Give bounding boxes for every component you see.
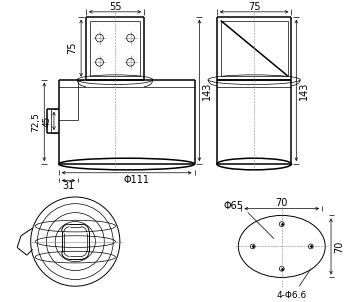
Text: 4-Φ6.6: 4-Φ6.6: [276, 291, 307, 300]
Text: 45: 45: [43, 115, 52, 127]
Text: 143: 143: [299, 81, 309, 100]
Text: 143: 143: [202, 81, 212, 100]
Text: 31: 31: [62, 181, 75, 191]
Text: 75: 75: [67, 42, 78, 54]
Text: 55: 55: [109, 2, 121, 12]
Text: Φ65: Φ65: [223, 201, 243, 211]
Text: 70: 70: [276, 198, 288, 208]
Text: 72,5: 72,5: [31, 112, 40, 132]
Text: 75: 75: [248, 2, 260, 12]
Text: Φ111: Φ111: [123, 175, 149, 185]
Text: 70: 70: [334, 240, 344, 253]
